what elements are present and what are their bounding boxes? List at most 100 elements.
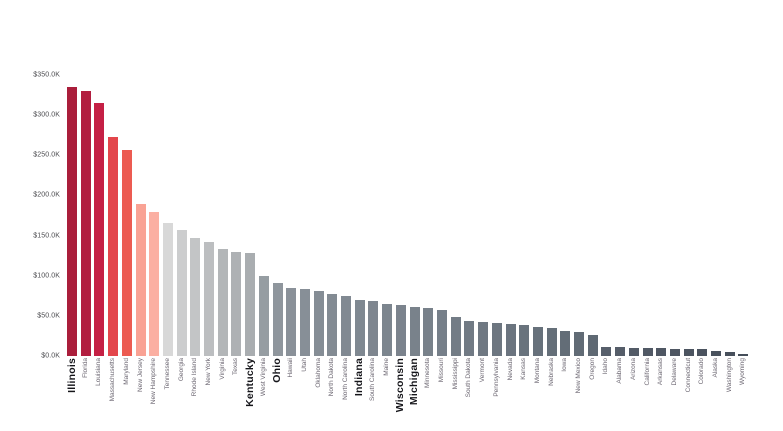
bar-connecticut[interactable] (683, 349, 694, 356)
bar-kentucky[interactable] (245, 253, 256, 356)
bar-column (80, 75, 91, 356)
bar-florida[interactable] (80, 91, 91, 356)
bar-column (711, 75, 722, 356)
bar-south-carolina[interactable] (368, 301, 379, 356)
bar-colorado[interactable] (697, 349, 708, 356)
bar-kansas[interactable] (519, 325, 530, 356)
x-label-cell: Alaska (711, 358, 721, 412)
bar-west-virginia[interactable] (258, 275, 269, 356)
bar-california[interactable] (642, 348, 653, 356)
x-axis-label: Hawaii (287, 358, 295, 378)
x-label-cell: Georgia (177, 358, 187, 412)
x-label-cell: South Dakota (464, 358, 474, 412)
bar-minnesota[interactable] (423, 307, 434, 356)
bar-new-mexico[interactable] (574, 332, 585, 356)
bar-nevada[interactable] (505, 323, 516, 356)
y-axis-tick-label: $250.0K (33, 151, 60, 159)
x-axis-label: Illinois (65, 358, 78, 393)
bar-michigan[interactable] (409, 306, 420, 356)
x-axis-label: Massachusetts (109, 358, 117, 402)
bar-column (149, 75, 160, 356)
bar-virginia[interactable] (217, 249, 228, 356)
bar-missouri[interactable] (436, 309, 447, 356)
bar-column (286, 75, 297, 356)
x-label-cell: Idaho (601, 358, 611, 412)
bar-oregon[interactable] (587, 335, 598, 356)
x-label-cell: New York (204, 358, 214, 412)
bar-illinois[interactable] (67, 87, 77, 356)
bar-column (67, 75, 77, 356)
bar-rhode-island[interactable] (190, 237, 201, 356)
bar-pennsylvania[interactable] (491, 323, 502, 356)
bar-louisiana[interactable] (94, 103, 105, 356)
x-label-cell: Colorado (697, 358, 707, 412)
x-axis-label: New Hampshire (150, 358, 158, 405)
x-axis-label: Arkansas (657, 358, 665, 386)
x-axis-label: Delaware (670, 358, 678, 386)
bar-column (601, 75, 612, 356)
bar-indiana[interactable] (354, 299, 365, 356)
bar-new-jersey[interactable] (135, 204, 146, 356)
bar-tennessee[interactable] (162, 222, 173, 356)
bar-column (615, 75, 626, 356)
bar-hawaii[interactable] (286, 287, 297, 356)
bar-column (108, 75, 119, 356)
bar-montana[interactable] (532, 327, 543, 356)
bar-column (382, 75, 393, 356)
bar-texas[interactable] (231, 252, 242, 356)
bar-column (135, 75, 146, 356)
x-axis-label: North Carolina (342, 358, 350, 400)
bar-north-dakota[interactable] (327, 294, 338, 356)
bar-north-carolina[interactable] (341, 295, 352, 356)
x-label-cell: Washington (725, 358, 735, 412)
bar-column (245, 75, 256, 356)
bar-new-york[interactable] (204, 242, 215, 356)
bar-delaware[interactable] (669, 348, 680, 356)
bar-arizona[interactable] (628, 347, 639, 356)
bar-new-hampshire[interactable] (149, 212, 160, 356)
bar-column (464, 75, 475, 356)
bar-oklahoma[interactable] (313, 290, 324, 356)
bar-massachusetts[interactable] (108, 136, 119, 356)
bar-column (327, 75, 338, 356)
x-axis-label: Iowa (561, 358, 569, 372)
x-axis-label: New Mexico (575, 358, 583, 394)
bar-vermont[interactable] (478, 321, 489, 356)
bar-column (478, 75, 489, 356)
bar-arkansas[interactable] (656, 348, 667, 356)
bar-alaska[interactable] (711, 351, 722, 356)
bar-maine[interactable] (382, 304, 393, 356)
x-label-cell: West Virginia (259, 358, 269, 412)
bar-mississippi[interactable] (450, 316, 461, 356)
y-axis-tick-label: $200.0K (33, 191, 60, 199)
bar-column (313, 75, 324, 356)
x-axis-label: Mississippi (451, 358, 459, 390)
bar-column (656, 75, 667, 356)
bar-wisconsin[interactable] (395, 305, 406, 356)
y-axis-tick-label: $0.0K (41, 352, 60, 360)
bar-south-dakota[interactable] (464, 320, 475, 356)
bar-wyoming[interactable] (738, 353, 749, 356)
y-axis-tick-label: $350.0K (33, 71, 60, 79)
bar-idaho[interactable] (601, 346, 612, 356)
bar-ohio[interactable] (272, 282, 283, 356)
x-axis-label: Rhode Island (191, 358, 199, 397)
bar-georgia[interactable] (176, 229, 187, 356)
x-label-cell: Hawaii (286, 358, 296, 412)
bar-washington[interactable] (724, 351, 735, 356)
bar-utah[interactable] (299, 289, 310, 356)
bar-iowa[interactable] (560, 331, 571, 356)
x-axis-label: Nevada (506, 358, 514, 381)
plot-area (67, 75, 749, 356)
bar-column (628, 75, 639, 356)
x-axis-label: Wisconsin (394, 358, 407, 413)
bar-column (738, 75, 749, 356)
x-label-cell: Wisconsin (394, 358, 407, 413)
bar-column (341, 75, 352, 356)
bar-column (409, 75, 420, 356)
bar-maryland[interactable] (121, 149, 132, 356)
x-label-cell: New Mexico (574, 358, 584, 412)
x-axis-label: Utah (300, 358, 308, 372)
bar-alabama[interactable] (615, 347, 626, 356)
bar-nebraska[interactable] (546, 328, 557, 356)
